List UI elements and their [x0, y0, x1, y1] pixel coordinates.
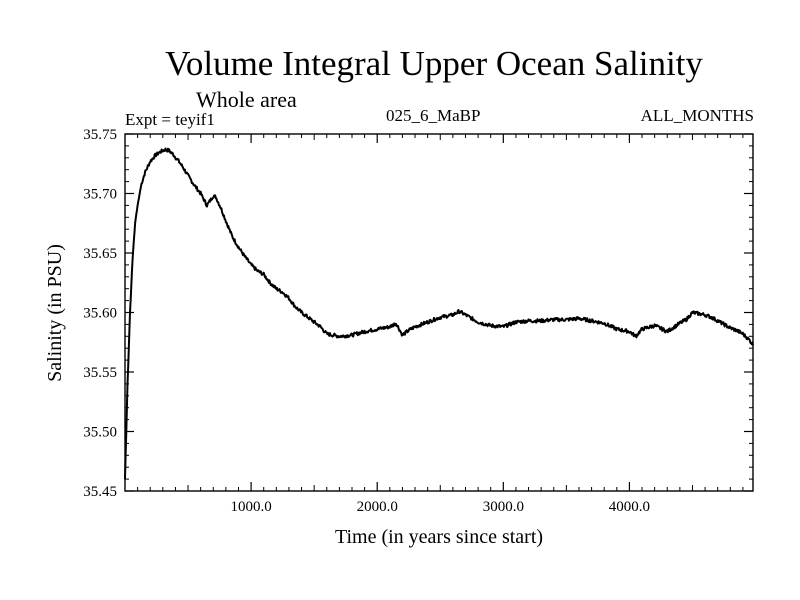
x-axis: 1000.0 2000.0 3000.0 4000.0	[137, 134, 744, 515]
period-label: 025_6_MaBP	[386, 106, 481, 125]
experiment-label: Expt = teyif1	[125, 110, 215, 129]
y-tick-label: 35.70	[83, 187, 117, 203]
chart-title: Volume Integral Upper Ocean Salinity	[165, 44, 703, 83]
y-tick-label: 35.45	[83, 484, 117, 500]
x-tick-label: 4000.0	[609, 499, 650, 515]
y-axis-label: Salinity (in PSU)	[44, 244, 66, 382]
y-tick-label: 35.75	[83, 127, 117, 143]
x-tick-label: 2000.0	[357, 499, 398, 515]
y-tick-label: 35.50	[83, 425, 117, 441]
y-tick-label: 35.55	[83, 365, 117, 381]
x-tick-label: 1000.0	[230, 499, 271, 515]
salinity-series-line	[124, 147, 754, 480]
y-tick-label: 35.65	[83, 246, 117, 262]
chart-subtitle: Whole area	[196, 87, 297, 112]
x-axis-label: Time (in years since start)	[335, 526, 543, 548]
plot-frame	[124, 133, 754, 492]
y-axis: 35.45 35.50 35.55 35.60 35.65 35.70 35.75	[83, 127, 753, 500]
months-label: ALL_MONTHS	[640, 106, 754, 125]
y-tick-label: 35.60	[83, 306, 117, 322]
x-tick-label: 3000.0	[483, 499, 524, 515]
